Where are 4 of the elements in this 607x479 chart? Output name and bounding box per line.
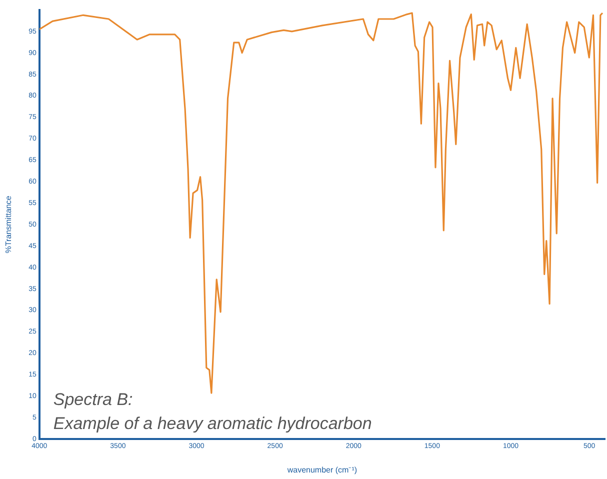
annotation: Spectra B: [53,390,134,409]
x-axis-title: wavenumber (cm⁻¹) [286,465,358,474]
annotation: Example of a heavy aromatic hydrocarbon [53,414,372,433]
y-axis-title: %Transmittance [4,195,14,254]
